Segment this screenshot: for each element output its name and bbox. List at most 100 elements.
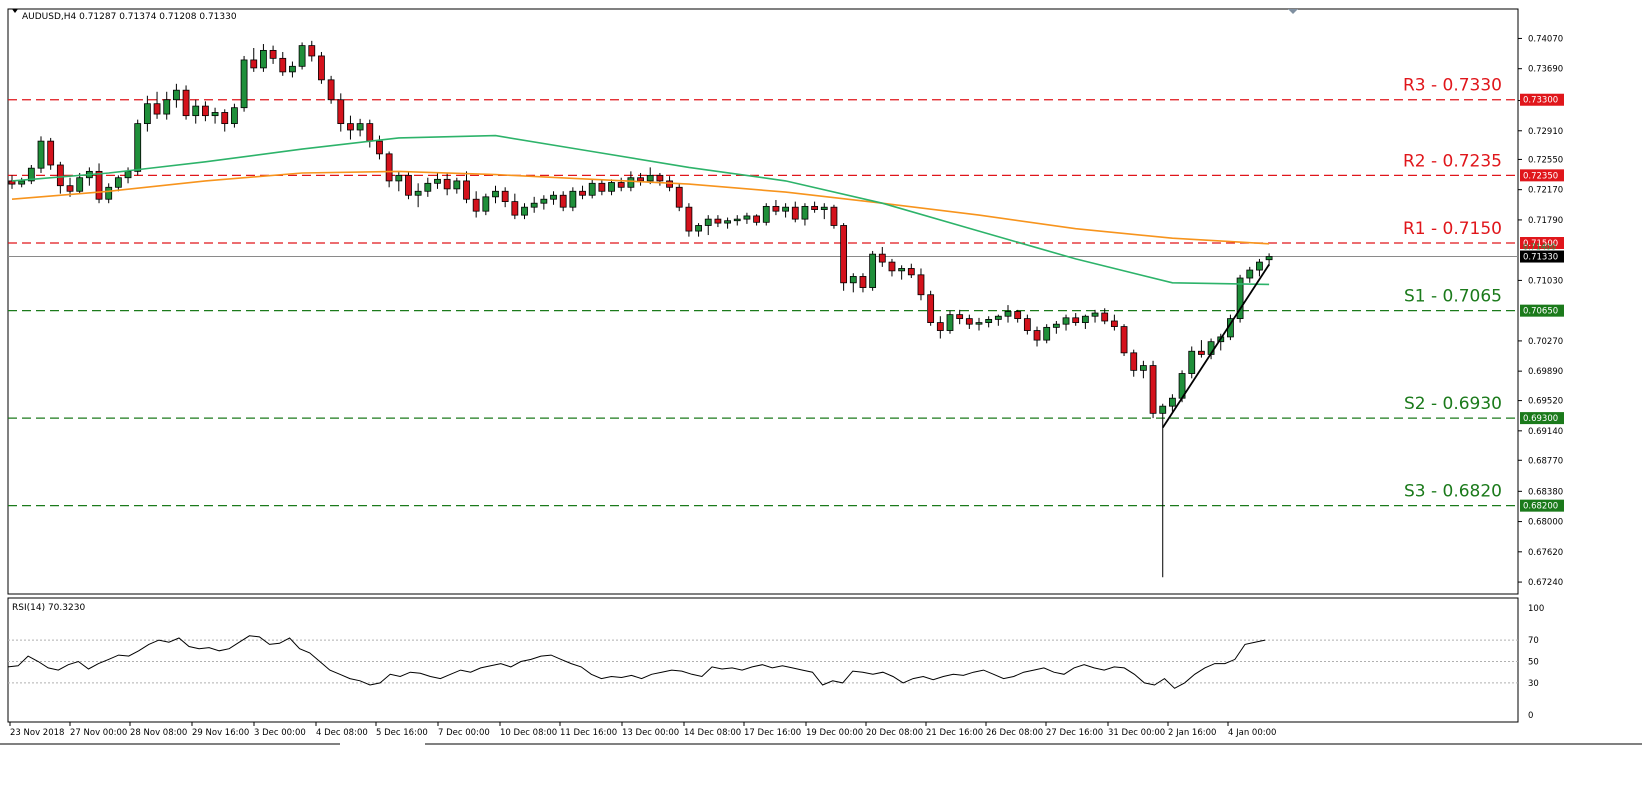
candle-body (492, 190, 499, 198)
time-tick-label: 13 Dec 00:00 (622, 728, 679, 738)
candle-body (898, 268, 906, 272)
candle-body (733, 218, 741, 222)
candle-body (56, 164, 64, 187)
candle-body (1052, 323, 1060, 328)
candle-body (434, 178, 441, 184)
candle-body (975, 322, 983, 325)
candle-body (820, 206, 828, 210)
candle-body (521, 206, 528, 216)
candle-body (617, 182, 625, 188)
level-price-tag-text: 0.69300 (1523, 414, 1558, 424)
price-tick-label: 0.72170 (1528, 186, 1563, 196)
candle-body (569, 190, 577, 208)
candle-body (801, 205, 809, 220)
time-tick-label: 10 Dec 08:00 (500, 728, 557, 738)
candle-body (1072, 317, 1080, 323)
candle-body (675, 186, 683, 208)
candle-body (608, 182, 615, 192)
candle-body (414, 190, 422, 196)
candle-body (250, 59, 258, 69)
candle-body (76, 177, 84, 192)
candle-body (811, 205, 819, 210)
level-label: R3 - 0.7330 (1403, 76, 1502, 96)
rsi-label: RSI(14) 70.3230 (12, 603, 85, 613)
price-tick-label: 0.67620 (1528, 548, 1563, 558)
level-price-tag (1520, 499, 1564, 512)
candle-body (8, 180, 16, 185)
candle-body (134, 123, 142, 172)
level-price-tag-text: 0.73300 (1523, 96, 1558, 106)
level-price-tag (1520, 169, 1564, 182)
candle-body (695, 225, 702, 232)
candle-body (878, 253, 886, 263)
time-tick-label: 27 Nov 00:00 (70, 728, 127, 738)
candles-layer (8, 40, 1273, 578)
candle-body (743, 215, 751, 220)
candle-body (66, 185, 74, 192)
candle-body (482, 196, 490, 212)
candle-body (47, 140, 55, 166)
rsi-tick-label: 30 (1528, 679, 1539, 689)
scroll-shift-icon (1288, 9, 1298, 14)
candle-body (211, 112, 219, 117)
candle-body (337, 99, 345, 125)
time-tick-label: 31 Dec 00:00 (1108, 728, 1165, 738)
candle-body (405, 174, 412, 196)
main-plot-frame (7, 8, 1519, 595)
candle-body (840, 225, 848, 284)
candle-body (1236, 277, 1244, 320)
level-price-tag (1520, 304, 1564, 317)
price-tick-label: 0.69520 (1528, 397, 1563, 407)
header-triangle-icon (12, 9, 18, 13)
moving-average-orange (11, 170, 1270, 245)
candle-body (830, 206, 838, 226)
price-tick-label: 0.71030 (1528, 276, 1563, 286)
candle-body (598, 182, 606, 192)
time-tick-label: 23 Nov 2018 (10, 728, 64, 738)
candle-body (105, 186, 113, 200)
ma-price-tag-text: 0.71400 (1523, 243, 1556, 252)
candle-body (1033, 330, 1041, 341)
axis-layer: 0.740700.736900.732900.729100.725500.721… (1518, 34, 1564, 588)
rsi-line (7, 635, 1266, 689)
candle-body (201, 105, 209, 117)
ma-layer (11, 134, 1270, 429)
candle-body (172, 89, 180, 101)
candle-body (588, 182, 596, 196)
candle-body (1101, 312, 1109, 322)
candle-body (308, 45, 316, 57)
candle-body (714, 218, 722, 224)
time-tick-label: 2 Jan 16:00 (1168, 728, 1216, 738)
time-tick-label: 27 Dec 16:00 (1046, 728, 1103, 738)
time-tick-label: 4 Dec 08:00 (316, 728, 368, 738)
candle-body (279, 57, 287, 73)
price-tick-label: 0.68000 (1528, 518, 1563, 528)
candle-body (666, 180, 673, 188)
candle-body (530, 202, 538, 208)
candle-body (1014, 311, 1022, 320)
level-label: R2 - 0.7235 (1403, 151, 1502, 171)
time-tick-label: 14 Dec 08:00 (684, 728, 741, 738)
candle-body (579, 190, 586, 196)
candle-body (685, 206, 693, 232)
price-tick-label: 0.69890 (1528, 367, 1563, 377)
candle-body (1091, 312, 1099, 317)
candle-body (511, 201, 519, 216)
trendline (1161, 263, 1270, 429)
candle-body (347, 123, 354, 131)
candle-body (704, 218, 712, 226)
candle-body (849, 276, 857, 284)
candle-body (956, 314, 964, 320)
candle-body (1169, 397, 1176, 407)
candle-body (453, 180, 461, 190)
level-price-tag-text: 0.72350 (1523, 171, 1558, 181)
candle-body (182, 89, 190, 117)
candle-body (472, 198, 480, 212)
candle-body (192, 105, 200, 117)
candle-body (1081, 315, 1089, 323)
price-tick-label: 0.68380 (1528, 487, 1563, 497)
level-label: S2 - 0.6930 (1404, 394, 1502, 414)
candle-body (627, 177, 635, 188)
